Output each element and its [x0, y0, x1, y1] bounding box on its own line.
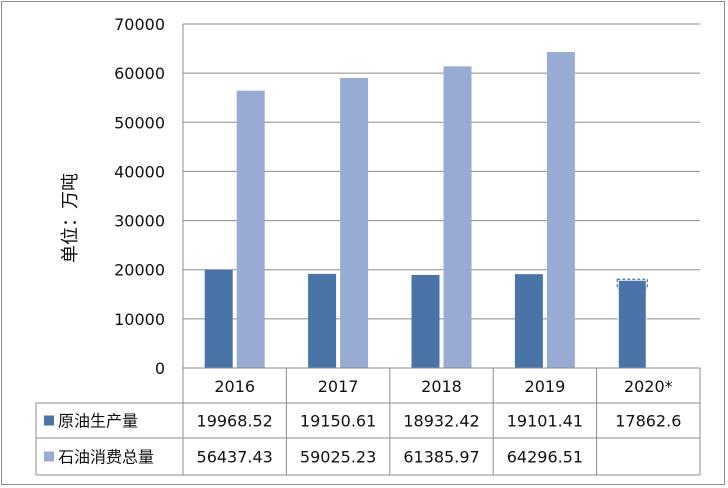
- x-tick-label: 2016: [214, 377, 255, 396]
- y-tick-label: 10000: [114, 310, 165, 329]
- x-tick-label: 2019: [525, 377, 566, 396]
- bar-oil-consumption: [340, 77, 369, 368]
- y-tick-label: 50000: [114, 113, 165, 132]
- y-tick-label: 70000: [114, 15, 165, 34]
- y-axis-label: 单位：万吨: [60, 173, 81, 263]
- bar-crude-production: [308, 273, 337, 368]
- data-label: 59025.23: [300, 448, 376, 467]
- legend-label: 原油生产量: [58, 412, 138, 431]
- y-tick-label: 30000: [114, 212, 165, 231]
- bar-oil-consumption: [546, 52, 575, 369]
- bar-crude-production: [411, 274, 440, 368]
- y-tick-label: 40000: [114, 162, 165, 181]
- data-label: 56437.43: [197, 448, 273, 467]
- y-tick-label: 20000: [114, 261, 165, 280]
- data-label: 18932.42: [403, 412, 479, 431]
- legend-swatch: [44, 451, 54, 462]
- data-label: 19968.52: [197, 412, 273, 431]
- bar-crude-production: [514, 274, 543, 368]
- data-label: 64296.51: [507, 448, 583, 467]
- data-label: 61385.97: [403, 448, 479, 467]
- data-label: 17862.6: [615, 412, 681, 431]
- y-tick-label: 60000: [114, 64, 165, 83]
- estimate-marker: [616, 278, 648, 289]
- x-tick-label: 2017: [318, 377, 359, 396]
- bar-crude-production: [204, 269, 233, 368]
- legend-label: 石油消费总量: [58, 448, 154, 467]
- y-tick-label: 0: [155, 359, 165, 378]
- x-tick-label: 2020*: [624, 377, 673, 396]
- data-label: 19150.61: [300, 412, 376, 431]
- legend-swatch: [44, 415, 54, 426]
- x-tick-label: 2018: [421, 377, 462, 396]
- bar-oil-consumption: [443, 66, 472, 369]
- bar-oil-consumption: [236, 90, 265, 369]
- data-label: 19101.41: [507, 412, 583, 431]
- bar-crude-production: [617, 279, 647, 369]
